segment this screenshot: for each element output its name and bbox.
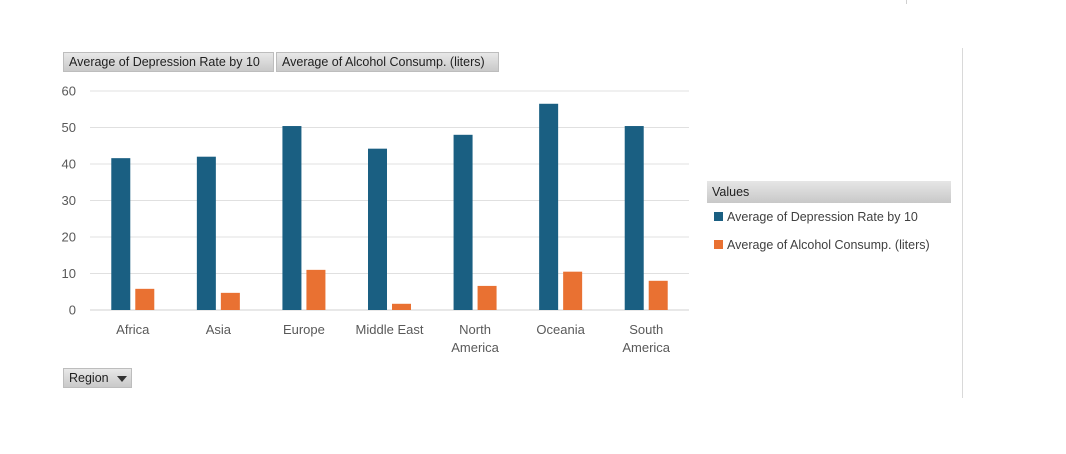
bar-depression bbox=[453, 134, 473, 310]
bar-depression bbox=[282, 126, 302, 310]
chart-area-divider bbox=[962, 48, 963, 398]
x-tick-label: Europe bbox=[283, 322, 325, 337]
legend-label-depression: Average of Depression Rate by 10 bbox=[727, 210, 918, 224]
legend-swatch-alcohol bbox=[714, 240, 723, 249]
bar-alcohol bbox=[220, 292, 240, 310]
field-button-region[interactable]: Region bbox=[63, 368, 132, 388]
field-button-depression-rate[interactable]: Average of Depression Rate by 10 bbox=[63, 52, 274, 72]
bar-alcohol bbox=[392, 303, 411, 310]
legend-label-alcohol: Average of Alcohol Consump. (liters) bbox=[727, 238, 930, 252]
x-tick-label: Africa bbox=[116, 322, 150, 337]
x-tick-label: America bbox=[622, 340, 670, 355]
legend-swatch-depression bbox=[714, 212, 723, 221]
y-tick-label: 40 bbox=[62, 157, 76, 172]
bar-depression bbox=[196, 156, 216, 310]
field-button-alcohol-consumption[interactable]: Average of Alcohol Consump. (liters) bbox=[276, 52, 499, 72]
x-tick-label: America bbox=[451, 340, 499, 355]
y-tick-label: 20 bbox=[62, 230, 76, 245]
bar-depression bbox=[624, 126, 644, 310]
gridlines bbox=[90, 90, 689, 311]
bar-depression bbox=[539, 103, 559, 311]
region-label: Region bbox=[69, 371, 109, 385]
bars bbox=[111, 103, 668, 311]
y-tick-label: 0 bbox=[69, 303, 76, 318]
y-tick-label: 30 bbox=[62, 193, 76, 208]
y-tick-label: 10 bbox=[62, 266, 76, 281]
bar-alcohol bbox=[563, 271, 583, 310]
legend-item-alcohol: Average of Alcohol Consump. (liters) bbox=[714, 238, 930, 252]
legend-title: Values bbox=[707, 181, 951, 203]
bar-depression bbox=[111, 158, 131, 310]
x-tick-label: Oceania bbox=[536, 322, 585, 337]
bar-alcohol bbox=[648, 280, 668, 310]
y-tick-label: 50 bbox=[62, 120, 76, 135]
bar-alcohol bbox=[135, 288, 155, 310]
dropdown-arrow-icon[interactable] bbox=[116, 375, 127, 382]
top-edge-mark bbox=[906, 0, 907, 4]
bar-alcohol bbox=[477, 285, 497, 310]
y-tick-label: 60 bbox=[62, 84, 76, 99]
legend-item-depression: Average of Depression Rate by 10 bbox=[714, 210, 918, 224]
x-tick-label: Asia bbox=[206, 322, 232, 337]
x-tick-label: North bbox=[459, 322, 491, 337]
x-tick-label: Middle East bbox=[356, 322, 424, 337]
y-axis-ticks: 0 10 20 30 40 50 60 bbox=[62, 84, 76, 318]
x-tick-label: South bbox=[629, 322, 663, 337]
bar-depression bbox=[368, 148, 387, 310]
bar-alcohol bbox=[306, 269, 326, 310]
x-axis-labels: Africa Asia Europe Middle East North America O… bbox=[116, 322, 671, 355]
